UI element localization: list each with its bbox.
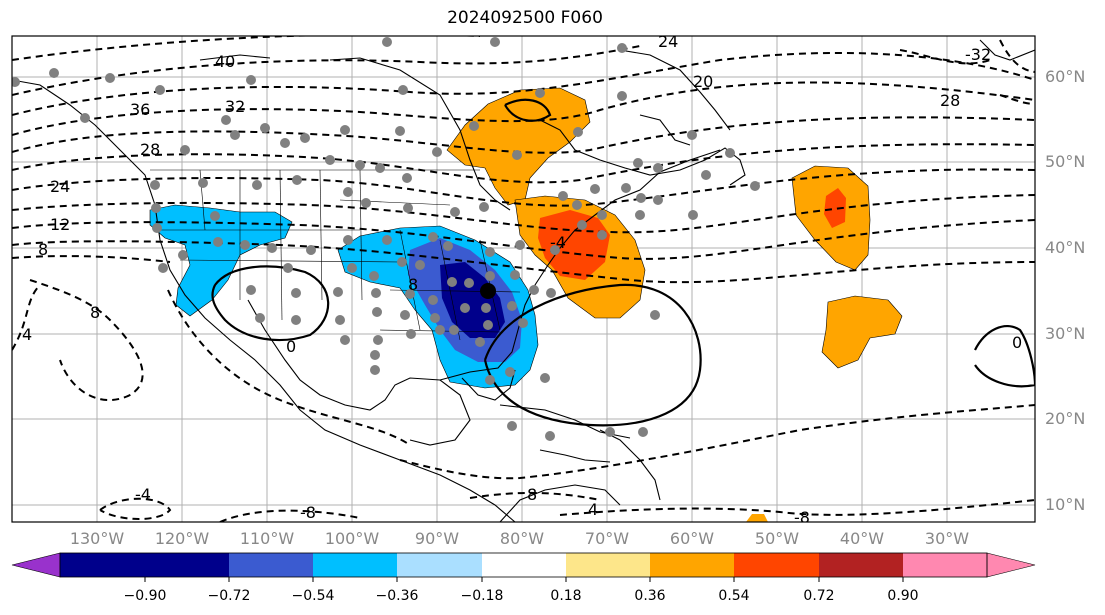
atlantic-red — [824, 188, 846, 228]
max-anomaly-marker — [480, 283, 496, 299]
contour-lines — [12, 36, 1035, 522]
colorbar-over-arrow — [986, 552, 1036, 578]
lat-label-10n: 10°N — [1045, 495, 1086, 514]
contour-label: 4 — [22, 325, 32, 344]
lon-label-60w: 60°W — [669, 529, 715, 548]
contour-label: 0 — [286, 337, 296, 356]
contour-label: 24 — [50, 177, 70, 196]
lon-label-30w: 30°W — [924, 529, 970, 548]
lon-label-70w: 70°W — [584, 529, 630, 548]
contour-label: -4 — [135, 485, 151, 504]
colorbar-tick-label: −0.90 — [123, 588, 167, 604]
colorbar — [11, 552, 1036, 582]
contour-label: -4 — [550, 233, 566, 252]
map-title: 2024092500 F060 — [447, 8, 603, 28]
lon-label-40w: 40°W — [839, 529, 885, 548]
contour-label: -8 — [794, 508, 810, 527]
contour-label: 8 — [38, 240, 48, 259]
colorbar-tick-label: −0.18 — [460, 588, 504, 604]
contour-label: 4 — [588, 500, 598, 519]
lon-label-100w: 100°W — [324, 529, 380, 548]
contour-label: 8 — [408, 275, 418, 294]
colorbar-tick-label: 0.36 — [634, 588, 666, 604]
colorbar-tick-label: 0.18 — [550, 588, 582, 604]
lat-label-30n: 30°N — [1045, 324, 1086, 343]
contour-label: 0 — [1012, 333, 1022, 352]
colorbar-tick-label: 0.90 — [887, 588, 919, 604]
colorbar-tick-label: −0.36 — [375, 588, 419, 604]
zero-contours — [211, 98, 1035, 427]
colorbar-under-arrow — [11, 552, 61, 578]
lon-label-90w: 90°W — [414, 529, 460, 548]
lon-label-110w: 110°W — [239, 529, 295, 548]
lat-label-50n: 50°N — [1045, 152, 1086, 171]
grid-lines — [12, 36, 1035, 522]
contour-label: 24 — [658, 32, 678, 51]
contour-label-group: 40 36 32 28 24 12 8 4 0 -4 8 -8 20 24 28… — [22, 32, 1022, 527]
tropics-orange — [746, 514, 768, 522]
contour-label: 8 — [527, 485, 537, 504]
colorbar-tick-label: −0.72 — [207, 588, 251, 604]
northeast-red — [538, 210, 610, 280]
contour-label: 20 — [693, 72, 713, 91]
quebec-orange — [446, 87, 591, 206]
contour-label: 12 — [50, 215, 70, 234]
contour-label: 28 — [140, 140, 160, 159]
lon-label-130w: 130°W — [69, 529, 125, 548]
station-dots — [12, 37, 760, 441]
lat-label-20n: 20°N — [1045, 409, 1086, 428]
lon-label-50w: 50°W — [754, 529, 800, 548]
lat-label-40n: 40°N — [1045, 238, 1086, 257]
contour-label: 32 — [225, 97, 245, 116]
colorbar-tick-label: −0.54 — [291, 588, 335, 604]
contour-label: -32 — [965, 45, 991, 64]
atlantic-orange-south — [821, 295, 903, 369]
lon-label-120w: 120°W — [154, 529, 210, 548]
colorbar-tick-label: 0.72 — [803, 588, 835, 604]
contour-label: 8 — [90, 303, 100, 322]
colorbar-tick-label: 0.54 — [718, 588, 750, 604]
contour-label: -8 — [300, 503, 316, 522]
contour-label: 40 — [215, 52, 235, 71]
lat-label-60n: 60°N — [1045, 67, 1086, 86]
contour-label: 28 — [940, 91, 960, 110]
lon-label-80w: 80°W — [499, 529, 545, 548]
contour-label: 36 — [130, 100, 150, 119]
